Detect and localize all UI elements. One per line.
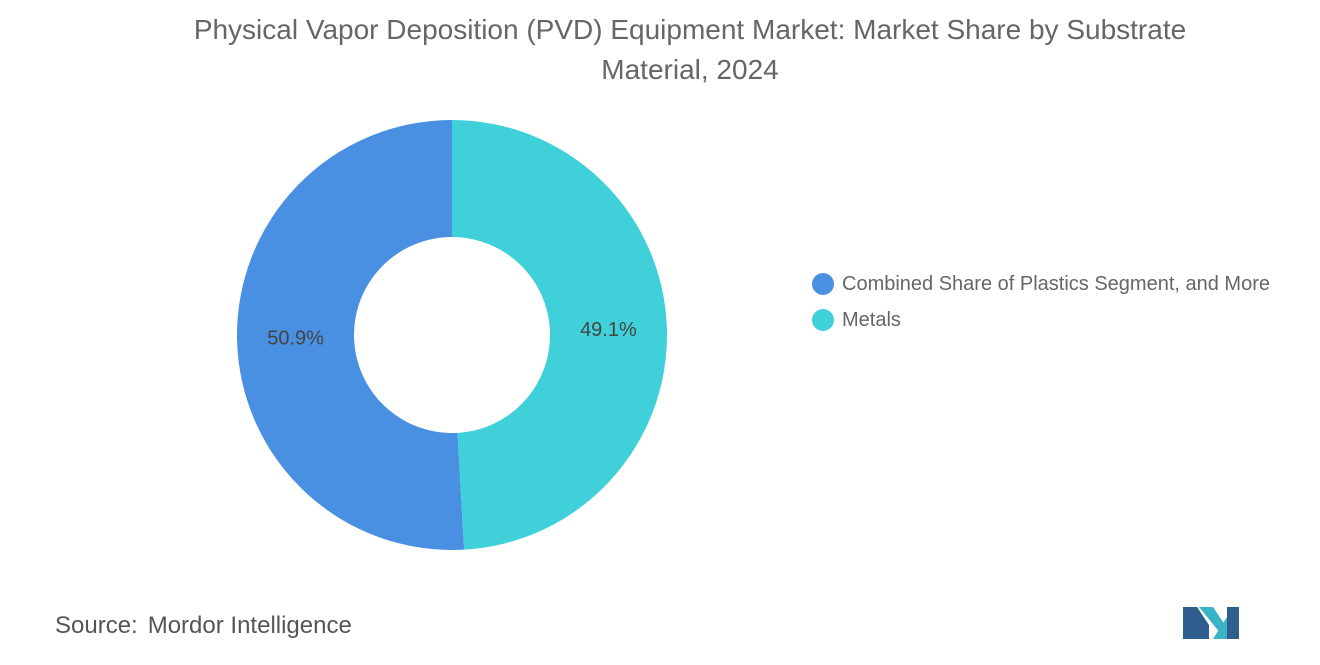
legend-item: Combined Share of Plastics Segment, and … [812, 270, 1282, 298]
source: Source: Mordor Intelligence [55, 612, 352, 640]
source-text: Mordor Intelligence [147, 612, 352, 639]
legend-label: Metals [842, 309, 901, 331]
legend-label: Combined Share of Plastics Segment, and … [842, 273, 1270, 295]
slice [452, 120, 667, 550]
logo [1183, 607, 1239, 639]
legend-item: Metals [812, 306, 1282, 334]
data-label: 50.9% [267, 328, 324, 350]
data-label: 49.1% [580, 319, 637, 341]
legend: Combined Share of Plastics Segment, and … [812, 270, 1282, 342]
legend-marker [812, 273, 834, 295]
slice [236, 120, 465, 550]
chart-title: Physical Vapor Deposition (PVD) Equipmen… [193, 14, 1187, 85]
legend-marker [812, 309, 834, 331]
source-label: Source: [55, 612, 138, 639]
